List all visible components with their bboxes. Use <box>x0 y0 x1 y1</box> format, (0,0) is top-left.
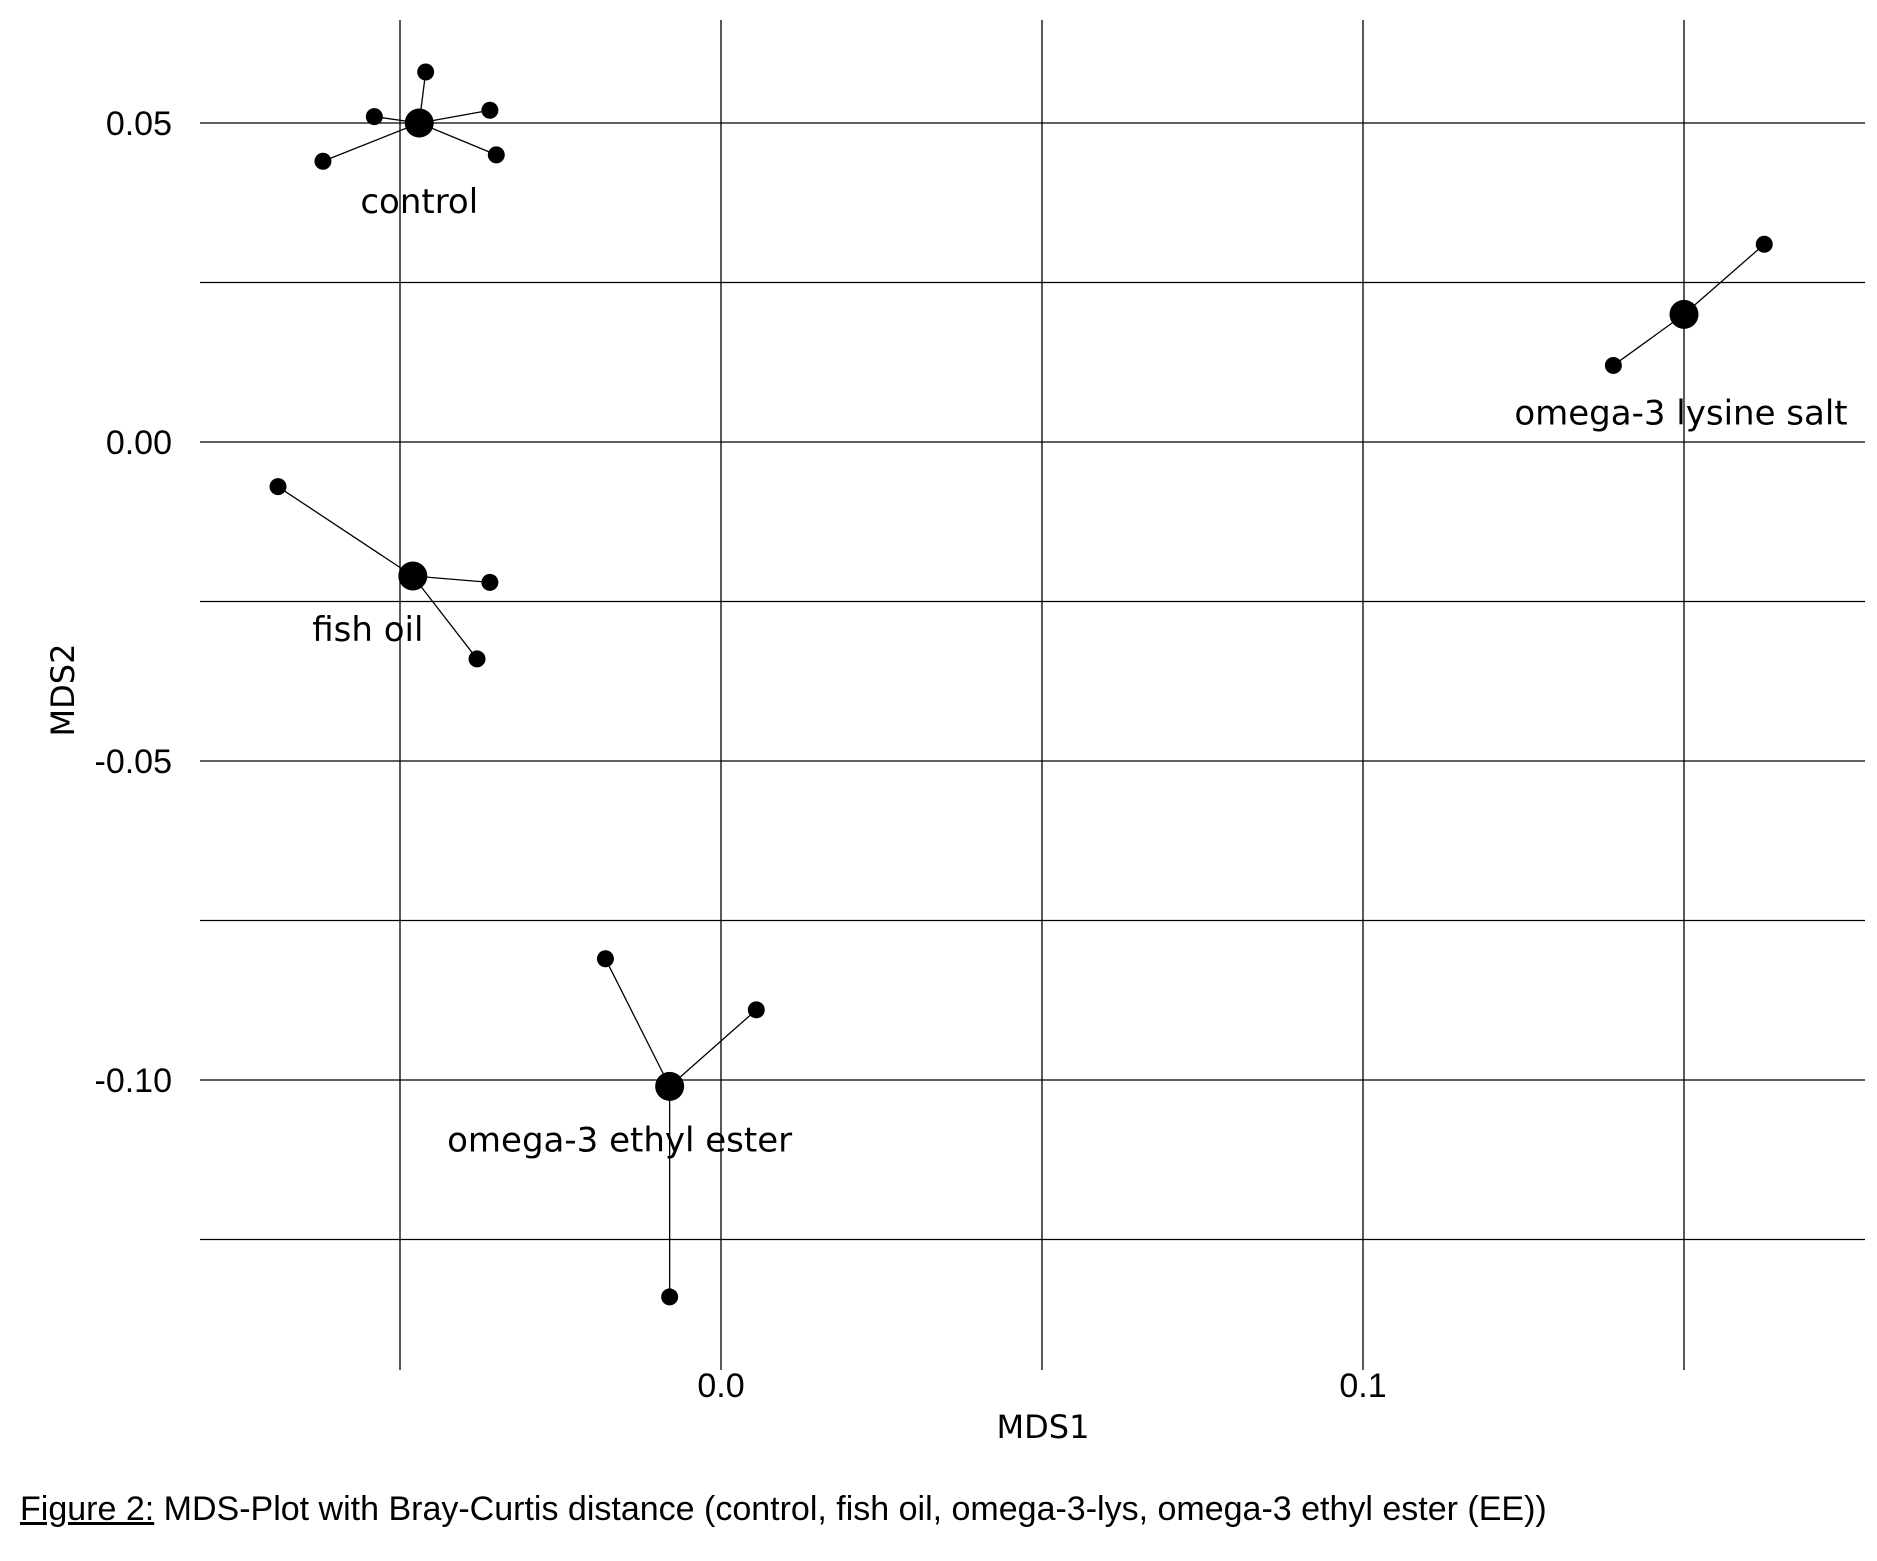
sample-point <box>487 146 505 164</box>
sample-point <box>365 108 383 126</box>
sample-point <box>417 63 435 81</box>
caption-label: Figure 2: <box>20 1490 155 1528</box>
caption-text: MDS-Plot with Bray-Curtis distance (cont… <box>154 1490 1547 1528</box>
cluster-labels: control fish oil omega-3 lysine salt omega-… <box>312 182 1847 1160</box>
x-tick-label: 0.1 <box>1339 1367 1386 1405</box>
x-tick-label: 0.0 <box>697 1367 744 1405</box>
y-tick-label: -0.10 <box>95 1062 173 1100</box>
y-tick-label: 0.00 <box>106 424 172 462</box>
sample-point <box>747 1001 765 1019</box>
group-label: control <box>360 182 478 222</box>
group-centroid <box>398 561 428 591</box>
y-axis-title: MDS2 <box>44 644 82 737</box>
group-label: fish oil <box>312 610 423 650</box>
sample-point <box>661 1288 679 1306</box>
sample-point <box>314 152 332 170</box>
group-spoke <box>604 958 671 1087</box>
group-centroid <box>404 108 434 138</box>
group-centroid <box>1669 299 1699 329</box>
x-axis-title: MDS1 <box>997 1408 1090 1446</box>
sample-point <box>269 478 287 496</box>
data-points <box>269 63 1773 1306</box>
group-centroid <box>655 1071 685 1101</box>
sample-point <box>481 573 499 591</box>
sample-point <box>468 650 486 668</box>
group-spoke <box>669 1009 757 1087</box>
group-spoke <box>412 575 478 660</box>
y-tick-label: -0.05 <box>95 743 173 781</box>
sample-point <box>596 950 614 968</box>
group-spoke <box>322 122 420 162</box>
group-label: omega-3 ethyl ester <box>447 1120 792 1160</box>
y-tick-label: 0.05 <box>106 105 172 143</box>
group-spoke <box>277 486 414 577</box>
group-label: omega-3 lysine salt <box>1514 393 1847 433</box>
tick-labels: 0.05 0.00 -0.05 -0.10 0.0 0.1 <box>95 105 1387 1405</box>
sample-point <box>1604 356 1622 374</box>
group-spoke <box>1683 243 1765 315</box>
figure-caption: Figure 2: MDS-Plot with Bray-Curtis dist… <box>20 1490 1860 1529</box>
group-spoke <box>1612 313 1685 366</box>
sample-point <box>1755 235 1773 253</box>
sample-point <box>481 101 499 119</box>
grid <box>200 20 1865 1370</box>
